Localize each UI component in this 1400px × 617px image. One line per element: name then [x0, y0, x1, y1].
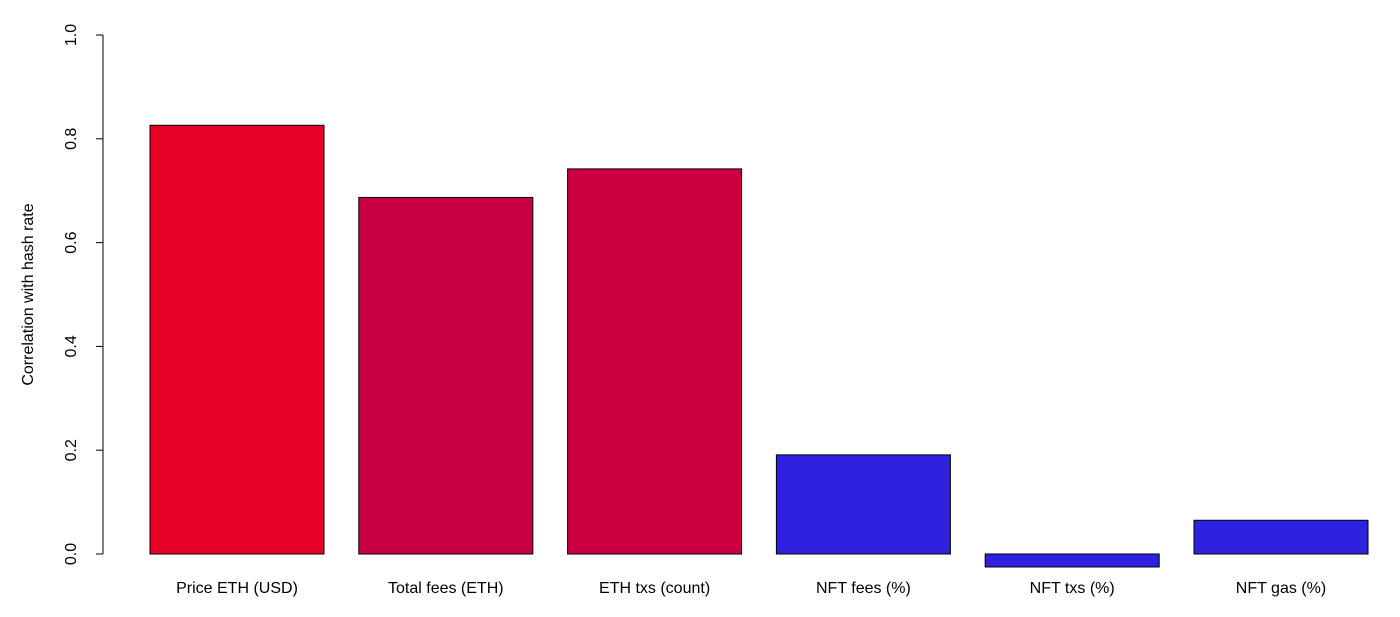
- bar: [1193, 519, 1369, 555]
- bar: [984, 553, 1160, 568]
- category-label: Total fees (ETH): [388, 580, 504, 597]
- category-label: NFT txs (%): [1030, 580, 1115, 597]
- bar: [775, 454, 951, 555]
- category-label: NFT fees (%): [816, 580, 911, 597]
- bars: [149, 124, 1369, 568]
- category-label: ETH txs (count): [599, 580, 710, 597]
- bar: [358, 196, 534, 555]
- y-tick-label: 0.2: [63, 439, 80, 461]
- y-tick-label: 0.6: [63, 231, 80, 253]
- bar: [149, 124, 325, 555]
- y-tick-label: 1.0: [63, 24, 80, 46]
- y-tick-label: 0.4: [63, 335, 80, 357]
- category-labels: Price ETH (USD) Total fees (ETH) ETH txs (…: [176, 580, 1326, 597]
- y-ticks: 0.0 0.2 0.4 0.6 0.8 1.0: [63, 24, 103, 565]
- y-tick-label: 0.8: [63, 128, 80, 150]
- y-tick-label: 0.0: [63, 543, 80, 565]
- category-label: NFT gas (%): [1236, 580, 1326, 597]
- y-axis: 0.0 0.2 0.4 0.6 0.8 1.0: [63, 24, 104, 565]
- y-axis-label: Correlation with hash rate: [20, 203, 37, 385]
- category-label: Price ETH (USD): [176, 580, 298, 597]
- bar: [567, 168, 743, 555]
